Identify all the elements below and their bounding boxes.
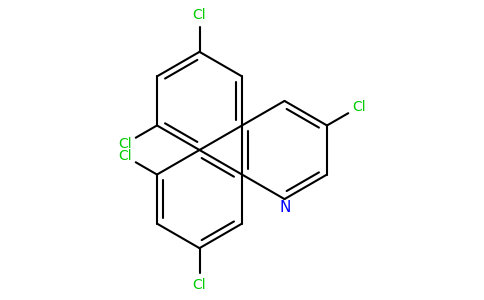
Text: N: N [280,200,291,215]
Text: Cl: Cl [118,149,132,163]
Text: Cl: Cl [352,100,366,114]
Text: Cl: Cl [118,137,132,151]
Text: Cl: Cl [193,278,206,292]
Text: Cl: Cl [193,8,206,22]
